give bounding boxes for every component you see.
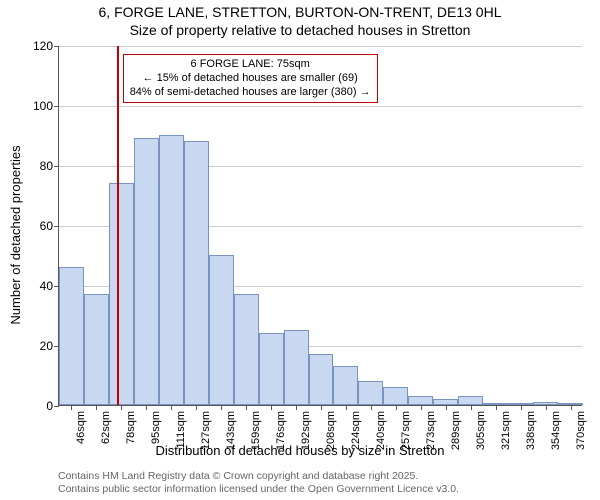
gridline — [59, 46, 582, 47]
ytick-label: 100 — [33, 99, 53, 113]
histogram-bar — [458, 396, 483, 405]
xtick-mark — [196, 405, 197, 410]
ytick-mark — [54, 46, 59, 47]
xtick-label: 95sqm — [150, 411, 162, 444]
histogram-bar — [533, 402, 558, 405]
histogram-bar — [284, 330, 309, 405]
chart-title-line1: 6, FORGE LANE, STRETTON, BURTON-ON-TRENT… — [0, 4, 600, 20]
reference-line — [117, 46, 119, 405]
xtick-mark — [371, 405, 372, 410]
xtick-mark — [396, 405, 397, 410]
xtick-mark — [71, 405, 72, 410]
footer-line2: Contains public sector information licen… — [58, 483, 459, 496]
histogram-bar — [184, 141, 209, 405]
ytick-label: 120 — [33, 39, 53, 53]
histogram-bar — [433, 399, 458, 405]
annotation-box: 6 FORGE LANE: 75sqm ← 15% of detached ho… — [123, 54, 378, 103]
ytick-label: 20 — [40, 339, 53, 353]
histogram-bar — [159, 135, 184, 405]
histogram-bar — [383, 387, 408, 405]
y-axis-label: Number of detached properties — [8, 60, 23, 410]
footer-line1: Contains HM Land Registry data © Crown c… — [58, 470, 459, 483]
xtick-mark — [271, 405, 272, 410]
annotation-line3: 84% of semi-detached houses are larger (… — [130, 86, 371, 100]
chart-container: 6, FORGE LANE, STRETTON, BURTON-ON-TRENT… — [0, 0, 600, 500]
histogram-bar — [84, 294, 109, 405]
ytick-label: 80 — [40, 159, 53, 173]
histogram-bar — [358, 381, 383, 405]
histogram-bar — [134, 138, 159, 405]
histogram-bar — [234, 294, 259, 405]
xtick-mark — [471, 405, 472, 410]
ytick-mark — [54, 406, 59, 407]
histogram-bar — [333, 366, 358, 405]
histogram-bar — [483, 403, 508, 405]
xtick-mark — [121, 405, 122, 410]
histogram-bar — [408, 396, 433, 405]
gridline — [59, 106, 582, 107]
histogram-bar — [558, 403, 583, 405]
footer-text: Contains HM Land Registry data © Crown c… — [58, 470, 459, 496]
x-axis-label: Distribution of detached houses by size … — [0, 443, 600, 458]
xtick-mark — [571, 405, 572, 410]
xtick-label: 78sqm — [125, 411, 137, 444]
ytick-label: 40 — [40, 279, 53, 293]
xtick-mark — [246, 405, 247, 410]
xtick-mark — [296, 405, 297, 410]
ytick-mark — [54, 106, 59, 107]
ytick-mark — [54, 166, 59, 167]
xtick-mark — [146, 405, 147, 410]
xtick-mark — [171, 405, 172, 410]
histogram-bar — [259, 333, 284, 405]
xtick-label: 62sqm — [100, 411, 112, 444]
xtick-mark — [221, 405, 222, 410]
plot-area: 6 FORGE LANE: 75sqm ← 15% of detached ho… — [58, 46, 582, 406]
histogram-bar — [209, 255, 234, 405]
ytick-label: 60 — [40, 219, 53, 233]
xtick-mark — [546, 405, 547, 410]
ytick-mark — [54, 226, 59, 227]
xtick-mark — [446, 405, 447, 410]
xtick-mark — [96, 405, 97, 410]
chart-title-line2: Size of property relative to detached ho… — [0, 22, 600, 38]
xtick-mark — [496, 405, 497, 410]
xtick-mark — [421, 405, 422, 410]
histogram-bar — [59, 267, 84, 405]
xtick-mark — [321, 405, 322, 410]
xtick-mark — [521, 405, 522, 410]
histogram-bar — [309, 354, 334, 405]
xtick-label: 46sqm — [75, 411, 87, 444]
annotation-line2: ← 15% of detached houses are smaller (69… — [130, 72, 371, 86]
histogram-bar — [508, 403, 533, 405]
histogram-bar — [109, 183, 134, 405]
annotation-line1: 6 FORGE LANE: 75sqm — [130, 58, 371, 72]
ytick-label: 0 — [46, 399, 53, 413]
xtick-mark — [346, 405, 347, 410]
